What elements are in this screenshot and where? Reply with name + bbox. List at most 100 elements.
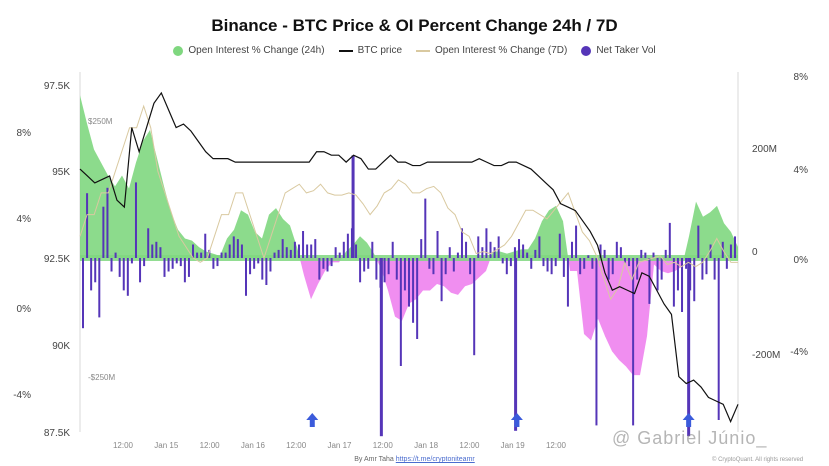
net-taker-bar xyxy=(387,258,390,275)
net-taker-bar xyxy=(212,258,215,269)
net-taker-bar xyxy=(122,258,125,291)
oi24h-area-segment xyxy=(299,258,304,276)
net-taker-bar xyxy=(155,241,158,258)
net-taker-bar xyxy=(424,198,427,258)
net-taker-bar xyxy=(208,249,211,258)
net-taker-bar xyxy=(697,225,700,258)
net-taker-bar xyxy=(648,258,651,304)
oi24h-area-segment xyxy=(542,210,549,258)
oi24h-area-segment xyxy=(283,218,290,258)
net-taker-bar xyxy=(82,258,84,329)
watermark-text: @ Gabriel Júnio_ xyxy=(612,428,768,448)
net-taker-bar xyxy=(220,252,223,258)
net-taker-bar xyxy=(94,258,97,283)
net-taker-bar xyxy=(566,258,569,307)
net-taker-bar xyxy=(668,222,671,258)
x-tick-label: 12:00 xyxy=(373,441,394,450)
oi24h-area-segment xyxy=(626,258,633,376)
net-taker-bar xyxy=(518,239,521,258)
oi24h-area-segment xyxy=(122,175,129,258)
oi24h-area-segment xyxy=(528,238,535,258)
oi24h-area-segment xyxy=(430,258,437,291)
net-taker-bar xyxy=(359,258,362,283)
net-taker-bar xyxy=(342,241,345,258)
net-taker-bar xyxy=(501,258,504,264)
legend-label-oi24h: Open Interest % Change (24h) xyxy=(188,45,325,56)
net-taker-bar xyxy=(330,258,333,267)
price-tick-label: 95K xyxy=(52,167,70,178)
oi24h-area-segment xyxy=(661,258,668,274)
oi24h-area-segment xyxy=(577,258,584,334)
net-taker-bar xyxy=(644,252,647,258)
oi24h-area-segment xyxy=(584,258,591,341)
net-taker-bar xyxy=(224,252,227,258)
net-taker-bar xyxy=(575,225,578,258)
oi24h-area-segment xyxy=(129,162,136,258)
oi24h-tick-label: 8% xyxy=(794,72,809,83)
oi24h-area-segment xyxy=(696,201,703,258)
net-taker-bar xyxy=(530,258,533,269)
price-tick-label: 92.5K xyxy=(44,254,70,265)
btc-swatch xyxy=(338,49,353,52)
oi24h-area-segment xyxy=(472,258,479,285)
oi24h-area-segment xyxy=(304,258,311,300)
net-taker-bar xyxy=(204,233,207,258)
net-taker-bar xyxy=(664,249,667,258)
net-taker-bar xyxy=(465,241,468,258)
oi24h-area-segment xyxy=(486,258,491,272)
oi24h-area-segment xyxy=(458,258,465,295)
credit-link[interactable]: https://t.me/cryptoniteamr xyxy=(395,456,475,463)
oi24h-area-segment xyxy=(703,212,710,258)
net-taker-bar xyxy=(106,187,109,258)
oi24h-area-segment xyxy=(549,205,556,258)
oi7d-tick-label: 0% xyxy=(17,304,32,315)
oi24h-area-segment xyxy=(724,223,731,258)
net-taker-bar xyxy=(302,231,305,258)
x-tick-label: 12:00 xyxy=(200,441,221,450)
net-taker-bar xyxy=(147,228,150,258)
net-taker-bar xyxy=(86,193,89,258)
oi24h-area-segment xyxy=(689,201,696,258)
oi24h-area-segment xyxy=(255,231,262,258)
btc-line-group xyxy=(79,91,739,424)
x-tick-label: 12:00 xyxy=(546,441,567,450)
oi24h-area-segment xyxy=(171,212,178,258)
chart-legend: Open Interest % Change (24h) BTC price O… xyxy=(0,45,829,56)
net-taker-bar xyxy=(192,244,195,258)
net-taker-bar xyxy=(725,258,728,269)
legend-item-oi24h[interactable]: Open Interest % Change (24h) xyxy=(173,45,325,56)
oi24h-area-segment xyxy=(619,258,626,367)
net-taker-bar xyxy=(571,241,573,258)
net-taker-bar xyxy=(293,241,296,258)
net-taker-bar xyxy=(660,258,663,280)
net-taker-bar xyxy=(183,258,186,283)
oi24h-area-segment xyxy=(157,158,164,258)
net-taker-bar xyxy=(729,244,732,258)
net-taker-bar xyxy=(232,236,235,258)
net-taker-bar xyxy=(456,252,459,258)
net-taker-spike xyxy=(351,155,355,258)
oi24h-swatch xyxy=(173,45,184,56)
oi24h-area-segment xyxy=(563,221,569,258)
oi7d-line xyxy=(79,104,738,301)
axes: 97.5K 95K 92.5K 90K 87.5K 8% 4% 0% -4% 200M 0 -200M… xyxy=(13,72,808,450)
legend-label-taker: Net Taker Vol xyxy=(596,45,656,56)
legend-item-taker[interactable]: Net Taker Vol xyxy=(581,45,656,56)
net-taker-bar xyxy=(216,258,219,267)
legend-item-oi7d[interactable]: Open Interest % Change (7D) xyxy=(416,45,567,56)
net-taker-bar xyxy=(134,182,137,258)
oi7d-tick-label: 8% xyxy=(17,128,32,139)
oi24h-area-segment xyxy=(556,205,563,258)
net-taker-bar xyxy=(448,247,451,258)
net-taker-bar xyxy=(98,258,101,318)
net-taker-bar xyxy=(452,258,455,272)
x-tick-label: Jan 17 xyxy=(327,441,352,450)
oi24h-tick-label: -4% xyxy=(790,347,808,358)
net-taker-bar xyxy=(554,258,557,267)
oi24h-area-segment xyxy=(150,129,157,258)
net-taker-bar xyxy=(90,258,93,291)
legend-item-btc[interactable]: BTC price xyxy=(338,45,402,56)
oi24h-area-segment xyxy=(234,210,241,258)
oi7d-swatch xyxy=(416,49,431,52)
